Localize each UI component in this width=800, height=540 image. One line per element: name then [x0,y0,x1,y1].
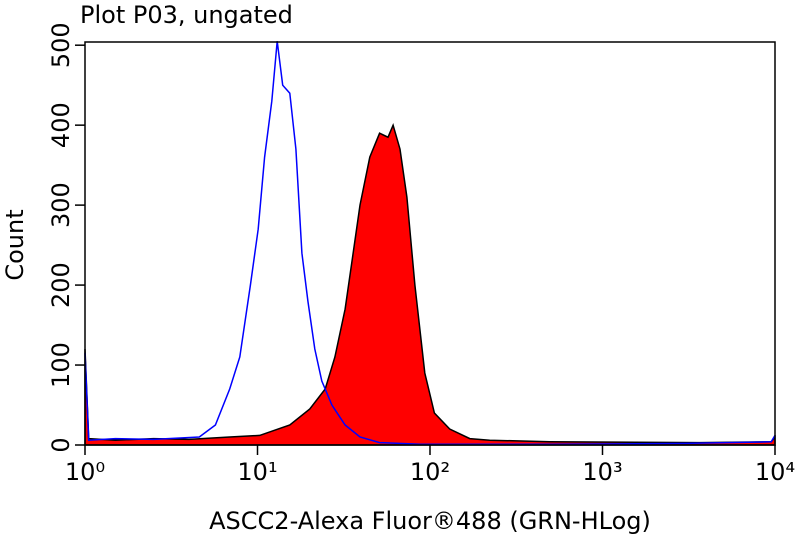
y-tick-label: 200 [47,262,75,308]
plot-frame [84,41,776,446]
y-axis-label: Count [1,209,29,280]
chart-title: Plot P03, ungated [80,1,293,29]
x-tick-label: 10¹ [237,458,277,486]
y-tick-label: 0 [47,437,75,452]
histogram-area [84,122,776,446]
histogram-line [84,41,776,445]
y-tick-label: 300 [47,182,75,228]
x-tick-label: 10³ [582,458,622,486]
x-axis-label: ASCC2-Alexa Fluor®488 (GRN-HLog) [209,507,651,535]
y-tick-label: 400 [47,102,75,148]
x-tick-label: 10² [410,458,450,486]
y-tick-label: 500 [47,22,75,68]
y-tick-label: 100 [47,342,75,388]
x-tick-label: 10⁴ [755,458,795,486]
x-tick-label: 10⁰ [65,458,105,486]
